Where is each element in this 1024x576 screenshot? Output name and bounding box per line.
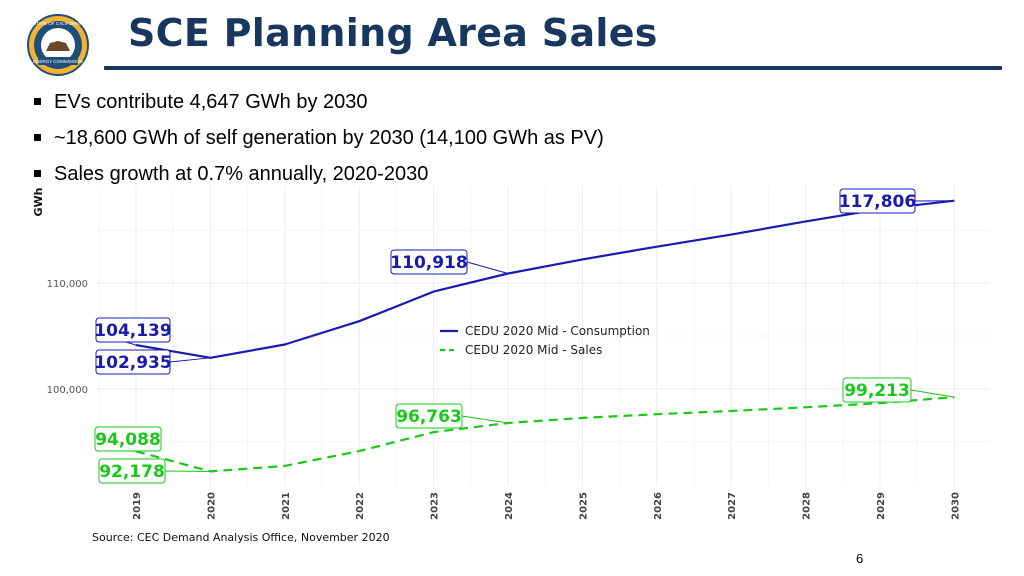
x-tick-label: 2029 xyxy=(876,492,887,520)
chart-annotations: 117,806 110,918 104,139 102,935 99,213 96,763… xyxy=(94,188,955,484)
annotation-value: 92,178 xyxy=(99,462,165,482)
annotation-box xyxy=(839,188,916,214)
annotation-leader-line xyxy=(125,341,137,346)
bullet-item: ~18,600 GWh of self generation by 2030 (… xyxy=(34,120,604,156)
legend-label: CEDU 2020 Mid - Consumption xyxy=(465,324,650,338)
annotation-value: 104,139 xyxy=(94,321,171,341)
chart-series xyxy=(135,199,955,473)
sales-line-chart: 100,000 110,000 GWh 2019 2020 2021 2022 2023 202… xyxy=(32,186,990,520)
chart-legend: CEDU 2020 Mid - Consumption CEDU 2020 Mid… xyxy=(440,324,650,357)
annotation-value: 102,935 xyxy=(94,353,171,373)
x-tick-label: 2027 xyxy=(727,492,738,520)
annotation-label: 110,918 xyxy=(390,249,509,275)
slide-title: SCE Planning Area Sales xyxy=(128,11,658,55)
annotation-label: 102,935 xyxy=(94,349,211,375)
x-tick-label: 2023 xyxy=(430,492,441,520)
annotation-leader-line xyxy=(910,389,955,398)
annotation-leader-line xyxy=(461,415,509,424)
page-number: 6 xyxy=(856,551,864,566)
annotation-value: 110,918 xyxy=(390,253,467,273)
x-tick-label: 2026 xyxy=(653,492,664,520)
annotation-label: 104,139 xyxy=(94,317,172,346)
logo-bottom-text: ENERGY COMMISSION xyxy=(33,59,83,64)
annotation-box xyxy=(94,426,162,452)
x-tick-label: 2022 xyxy=(355,492,366,520)
x-tick-label: 2025 xyxy=(578,492,589,520)
x-tick-label: 2019 xyxy=(132,492,143,520)
logo-top-text: STATE OF CALIFORNIA xyxy=(33,21,83,26)
bullet-item: Sales growth at 0.7% annually, 2020-2030 xyxy=(34,156,604,192)
annotation-box xyxy=(98,458,166,484)
annotation-label: 94,088 xyxy=(94,426,162,452)
x-tick-label: 2030 xyxy=(950,492,961,520)
annotation-leader-line xyxy=(169,357,211,363)
chart-grid xyxy=(96,186,990,486)
annotation-value: 94,088 xyxy=(95,430,161,450)
chart-axes: 100,000 110,000 GWh 2019 2020 2021 2022 2023 202… xyxy=(32,188,961,520)
annotation-label: 99,213 xyxy=(842,377,955,403)
source-note: Source: CEC Demand Analysis Office, Nove… xyxy=(92,531,390,544)
sales-line xyxy=(135,396,955,473)
annotation-value: 99,213 xyxy=(844,381,910,401)
x-tick-label: 2021 xyxy=(281,492,292,520)
annotation-label: 96,763 xyxy=(395,403,509,429)
bullet-list: EVs contribute 4,647 GWh by 2030 ~18,600… xyxy=(34,84,604,192)
annotation-box xyxy=(95,317,171,343)
annotation-label: 92,178 xyxy=(98,458,211,484)
annotation-value: 96,763 xyxy=(396,407,462,427)
annotation-label: 117,806 xyxy=(839,188,955,214)
title-underline xyxy=(104,66,1002,70)
x-tick-label: 2024 xyxy=(504,492,515,520)
annotation-box xyxy=(395,403,463,429)
y-tick-label: 100,000 xyxy=(47,385,88,396)
annotation-leader-line xyxy=(466,261,509,274)
bullet-item: EVs contribute 4,647 GWh by 2030 xyxy=(34,84,604,120)
energy-commission-seal-logo: ENERGY COMMISSION STATE OF CALIFORNIA xyxy=(27,14,89,76)
annotation-box xyxy=(95,349,171,375)
consumption-line xyxy=(135,199,955,359)
annotation-value: 117,806 xyxy=(839,192,916,212)
legend-label: CEDU 2020 Mid - Sales xyxy=(465,343,602,357)
y-tick-label: 110,000 xyxy=(47,279,88,290)
x-tick-label: 2020 xyxy=(206,492,217,520)
annotation-box xyxy=(390,249,468,275)
annotation-box xyxy=(842,377,912,403)
x-tick-label: 2028 xyxy=(802,492,813,520)
y-axis-label: GWh xyxy=(32,188,45,217)
